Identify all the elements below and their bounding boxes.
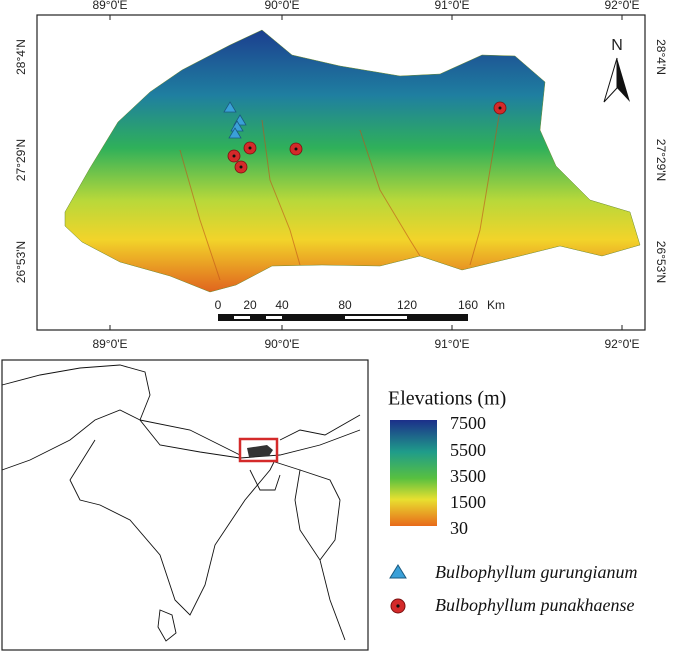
colorbar-label: 7500: [450, 413, 486, 433]
marker-dots: [232, 106, 502, 169]
lat-label: 28°4'N: [14, 39, 28, 75]
legend-item: Bulbophyllum punakhaense: [435, 595, 634, 615]
scale-segment: [266, 316, 282, 319]
scale-unit: Km: [487, 298, 505, 312]
lat-label: 27°29'N: [654, 139, 668, 181]
colorbar-label: 30: [450, 518, 468, 538]
colorbar-label: 1500: [450, 492, 486, 512]
colorbar-label: 3500: [450, 466, 486, 486]
lon-label: 89°0'E: [92, 0, 127, 12]
punakhaense-markers: [227, 101, 507, 174]
scale-segment: [345, 316, 407, 319]
lat-label: 27°29'N: [14, 139, 28, 181]
legend-item: Bulbophyllum gurungianum: [435, 562, 638, 582]
inset-frame: [1, 359, 369, 651]
lon-label: 89°0'E: [92, 337, 127, 351]
lat-label: 26°53'N: [14, 241, 28, 283]
bhutan-elevation: [64, 29, 641, 293]
legend-triangle: [389, 564, 407, 579]
colorbar-label: 5500: [450, 440, 486, 460]
inset-highlight: [238, 437, 279, 463]
lon-label: 90°0'E: [264, 337, 299, 351]
scale-bar: [218, 314, 468, 321]
scale-label: 40: [275, 298, 289, 312]
scale-segment: [234, 316, 250, 319]
river-valleys: [179, 109, 501, 281]
scale-label: 0: [215, 298, 222, 312]
north-label: N: [611, 37, 623, 54]
north-arrow-right: [617, 58, 630, 102]
legend-circle-dot: [396, 604, 400, 608]
lon-label: 91°0'E: [434, 337, 469, 351]
inset-outlines: [1, 364, 361, 642]
lon-label: 92°0'E: [604, 0, 639, 12]
lon-label: 92°0'E: [604, 337, 639, 351]
lat-label: 28°4'N: [654, 39, 668, 75]
elevation-colorbar: [390, 420, 437, 526]
lat-label: 26°53'N: [654, 241, 668, 283]
scale-label: 20: [243, 298, 257, 312]
scale-label: 160: [458, 298, 478, 312]
inset-bhutan: [247, 445, 273, 457]
gurungianum-markers: [223, 101, 247, 139]
lon-label: 91°0'E: [434, 0, 469, 12]
scale-label: 120: [397, 298, 417, 312]
legend-title: Elevations (m): [388, 388, 506, 410]
lon-label: 90°0'E: [264, 0, 299, 12]
scale-label: 80: [338, 298, 352, 312]
